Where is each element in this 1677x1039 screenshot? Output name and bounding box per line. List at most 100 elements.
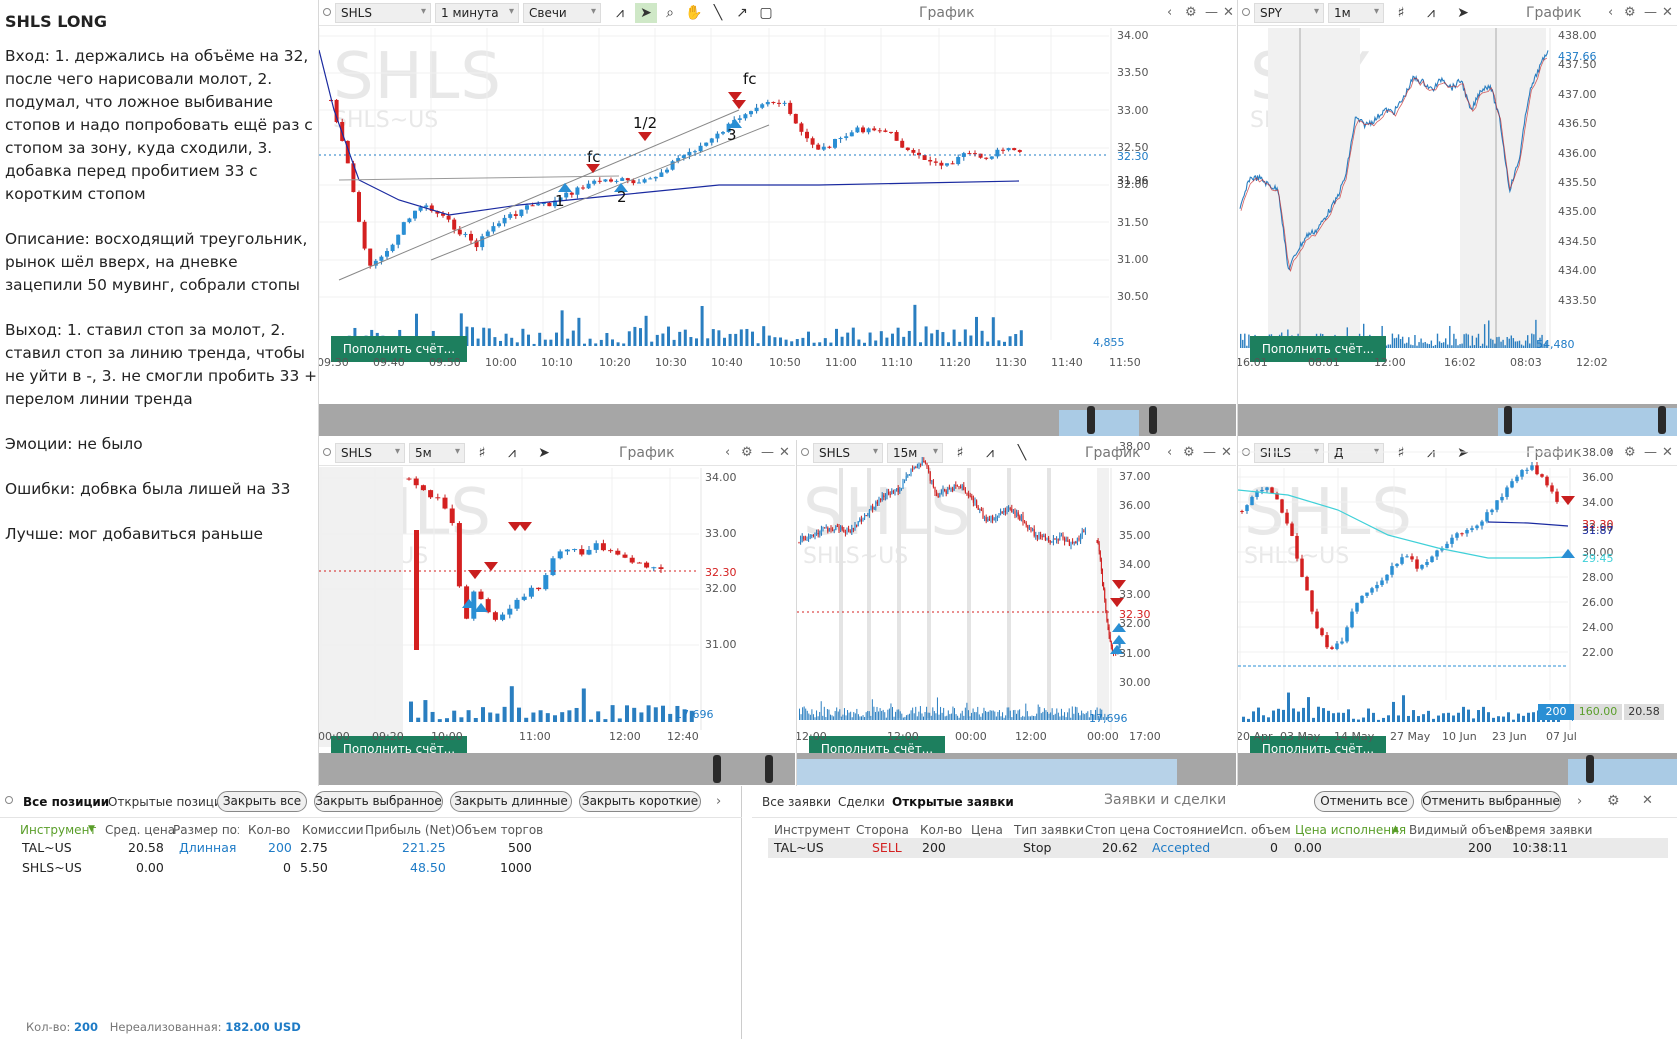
col-state[interactable]: Состояние <box>1153 823 1220 837</box>
collapse-icon[interactable]: ‹ <box>1608 5 1614 20</box>
col-commission[interactable]: Комиссии <box>302 823 364 837</box>
fill-account-button[interactable]: Пополнить счёт... <box>331 336 467 362</box>
navigator-right-handle[interactable] <box>1149 406 1157 434</box>
close-icon[interactable]: ✕ <box>1662 5 1673 20</box>
line-tool-icon[interactable]: ╲ <box>1017 445 1027 461</box>
time-navigator[interactable] <box>797 753 1236 785</box>
candles-icon[interactable]: ♯ <box>1397 445 1405 461</box>
price-plot[interactable] <box>319 440 795 786</box>
settings-icon[interactable]: ⚙ <box>1183 445 1195 460</box>
minimize-icon[interactable]: — <box>1644 445 1657 460</box>
col-order-type[interactable]: Тип заявки <box>1014 823 1084 837</box>
navigator-left-handle[interactable] <box>1504 406 1512 434</box>
price-plot[interactable] <box>1238 0 1677 440</box>
close-icon[interactable]: ✕ <box>1221 445 1232 460</box>
interval-select[interactable]: 15м <box>887 443 943 463</box>
price-plot[interactable] <box>797 440 1236 786</box>
ray-tool-icon[interactable]: ↗ <box>736 5 748 21</box>
cursor-icon[interactable]: ➤ <box>1457 445 1469 461</box>
chart-type-select[interactable]: Свечи <box>523 3 601 23</box>
orders-settings-icon[interactable]: ⚙ <box>1607 793 1620 809</box>
window-link-icon[interactable] <box>801 448 809 456</box>
indicators-icon[interactable]: ⩘ <box>508 445 516 461</box>
settings-icon[interactable]: ⚙ <box>741 445 753 460</box>
cursor-icon[interactable]: ➤ <box>635 3 657 23</box>
time-navigator[interactable] <box>1238 753 1677 785</box>
candles-icon[interactable]: ♯ <box>1397 5 1405 21</box>
col-order-time[interactable]: Время заявки <box>1506 823 1593 837</box>
col-profit[interactable]: Прибыль (Net) <box>365 823 456 837</box>
orders-close-icon[interactable]: ✕ <box>1642 793 1653 808</box>
zoom-icon[interactable]: ⌕ <box>666 5 674 21</box>
minimize-icon[interactable]: — <box>1203 445 1216 460</box>
navigator-right-handle[interactable] <box>1658 406 1666 434</box>
time-navigator[interactable] <box>1238 404 1677 436</box>
col-position-size[interactable]: Размер пози <box>173 823 239 837</box>
symbol-select[interactable]: SHLS <box>813 443 883 463</box>
order-qty-tag[interactable]: 200 <box>1538 704 1574 720</box>
close-icon[interactable]: ✕ <box>1223 5 1234 20</box>
orders-more-icon[interactable]: › <box>1577 794 1583 809</box>
cancel-selected-button[interactable]: Отменить выбранные <box>1421 791 1561 812</box>
col-instrument[interactable]: Инструмент <box>774 823 851 837</box>
collapse-icon[interactable]: ‹ <box>725 445 731 460</box>
close-all-button[interactable]: Закрыть все <box>217 791 307 812</box>
minimize-icon[interactable]: — <box>1644 5 1657 20</box>
window-link-icon[interactable] <box>1242 8 1250 16</box>
interval-select[interactable]: 1м <box>1328 3 1384 23</box>
window-link-icon[interactable] <box>323 8 331 16</box>
col-qty[interactable]: Кол-во <box>920 823 963 837</box>
minimize-icon[interactable]: — <box>761 445 774 460</box>
settings-icon[interactable]: ⚙ <box>1624 5 1636 20</box>
time-navigator[interactable] <box>319 404 1236 436</box>
symbol-select[interactable]: SHLS <box>335 3 431 23</box>
settings-icon[interactable]: ⚙ <box>1624 445 1636 460</box>
close-short-button[interactable]: Закрыть короткие <box>579 791 701 812</box>
close-icon[interactable]: ✕ <box>779 445 790 460</box>
col-stop-price[interactable]: Стоп цена <box>1085 823 1151 837</box>
tab-open-orders[interactable]: Открытые заявки <box>892 795 1014 809</box>
close-icon[interactable]: ✕ <box>1662 445 1673 460</box>
positions-more-icon[interactable]: › <box>716 794 722 809</box>
symbol-select[interactable]: SHLS <box>335 443 405 463</box>
col-volume[interactable]: Объем торгов <box>455 823 544 837</box>
col-instrument[interactable]: Инструмент <box>20 823 97 837</box>
tab-all-orders[interactable]: Все заявки <box>762 795 832 809</box>
tab-trades[interactable]: Сделки <box>838 795 885 809</box>
navigator-left-handle[interactable] <box>1087 406 1095 434</box>
settings-icon[interactable]: ⚙ <box>1185 5 1197 20</box>
indicators-icon[interactable]: ⩘ <box>986 445 994 461</box>
fill-account-button[interactable]: Пополнить счёт... <box>1250 336 1386 362</box>
col-filled[interactable]: Исп. объем <box>1220 823 1291 837</box>
col-price[interactable]: Цена <box>971 823 1003 837</box>
table-row[interactable]: SHLS~US 0.00 0 5.50 48.50 1000 <box>0 860 742 878</box>
minimize-icon[interactable]: — <box>1205 5 1218 20</box>
navigator-left-handle[interactable] <box>713 755 721 783</box>
candles-icon[interactable]: ♯ <box>478 445 486 461</box>
cancel-all-button[interactable]: Отменить все <box>1314 791 1414 812</box>
cursor-icon[interactable]: ➤ <box>538 445 550 461</box>
close-long-button[interactable]: Закрыть длинные <box>450 791 572 812</box>
close-selected-button[interactable]: Закрыть выбранное <box>314 791 443 812</box>
col-avg-price[interactable]: Сред. цена <box>105 823 176 837</box>
price-plot[interactable] <box>1238 440 1677 786</box>
order-price-tag[interactable]: 160.00 <box>1574 704 1622 720</box>
indicators-icon[interactable]: ⩘ <box>616 5 624 21</box>
candles-icon[interactable]: ♯ <box>956 445 964 461</box>
col-fill-price[interactable]: Цена исполнения <box>1295 823 1407 837</box>
navigator-right-handle[interactable] <box>1586 755 1594 783</box>
interval-select[interactable]: 1 минута <box>435 3 519 23</box>
collapse-icon[interactable]: ‹ <box>1167 5 1173 20</box>
indicators-icon[interactable]: ⩘ <box>1427 445 1435 461</box>
symbol-select[interactable]: SPY <box>1254 3 1324 23</box>
indicators-icon[interactable]: ⩘ <box>1427 5 1435 21</box>
col-qty[interactable]: Кол-во <box>248 823 291 837</box>
cursor-icon[interactable]: ➤ <box>1457 5 1469 21</box>
collapse-icon[interactable]: ‹ <box>1167 445 1173 460</box>
col-visible-qty[interactable]: Видимый объем <box>1409 823 1511 837</box>
time-navigator[interactable] <box>319 753 795 785</box>
table-row[interactable]: TAL~US SELL 200 Stop 20.62 Accepted 0 0.… <box>768 838 1668 858</box>
window-link-icon[interactable] <box>323 448 331 456</box>
positions-link-icon[interactable] <box>5 796 13 804</box>
interval-select[interactable]: 5м <box>409 443 465 463</box>
